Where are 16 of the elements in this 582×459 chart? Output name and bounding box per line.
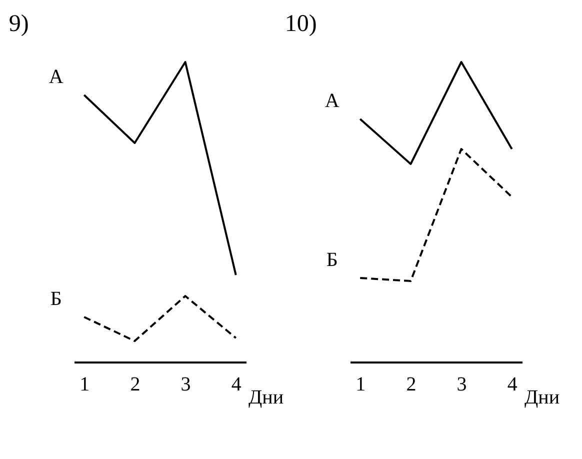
series-label: А [48,66,64,88]
x-tick-label: 3 [180,374,191,396]
x-tick-label: 3 [456,374,467,396]
x-axis-title: Дни [248,386,284,408]
series-label: Б [326,249,338,271]
x-tick-label: 2 [406,374,416,396]
chart-title: 9) [8,11,29,37]
chart-title: 10) [284,11,317,37]
x-axis-title: Дни [524,386,560,408]
x-tick-label: 2 [130,374,140,396]
x-tick-label: 1 [80,374,90,396]
x-tick-label: 4 [507,374,518,396]
x-tick-label: 4 [231,374,242,396]
series-label: А [324,90,340,112]
series-label: Б [50,288,62,310]
x-tick-label: 1 [356,374,366,396]
